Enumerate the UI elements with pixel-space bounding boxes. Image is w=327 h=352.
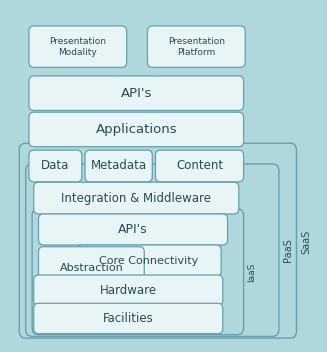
FancyBboxPatch shape xyxy=(39,247,144,290)
Text: Abstraction: Abstraction xyxy=(60,263,123,273)
Text: Content: Content xyxy=(176,159,223,172)
Text: IaaS: IaaS xyxy=(247,263,256,282)
FancyBboxPatch shape xyxy=(34,303,223,334)
Text: Core Connectivity: Core Connectivity xyxy=(99,256,199,265)
Text: Presentation
Platform: Presentation Platform xyxy=(168,37,225,57)
FancyBboxPatch shape xyxy=(29,76,244,111)
Text: PaaS: PaaS xyxy=(284,238,293,262)
Text: Facilities: Facilities xyxy=(103,312,154,325)
FancyBboxPatch shape xyxy=(29,26,127,67)
Text: Applications: Applications xyxy=(95,123,177,136)
FancyBboxPatch shape xyxy=(77,245,221,276)
FancyBboxPatch shape xyxy=(34,182,239,214)
FancyBboxPatch shape xyxy=(156,150,244,182)
FancyBboxPatch shape xyxy=(19,143,297,338)
Text: Data: Data xyxy=(41,159,70,172)
FancyBboxPatch shape xyxy=(29,112,244,147)
Text: Hardware: Hardware xyxy=(100,284,157,297)
FancyBboxPatch shape xyxy=(39,214,228,245)
Text: Integration & Middleware: Integration & Middleware xyxy=(61,191,211,205)
FancyBboxPatch shape xyxy=(34,275,223,305)
Text: SaaS: SaaS xyxy=(301,230,311,254)
FancyBboxPatch shape xyxy=(32,209,244,335)
FancyBboxPatch shape xyxy=(85,150,152,182)
FancyBboxPatch shape xyxy=(147,26,245,67)
Text: Presentation
Modality: Presentation Modality xyxy=(49,37,106,57)
Text: API's: API's xyxy=(121,87,152,100)
Text: API's: API's xyxy=(118,223,148,236)
FancyBboxPatch shape xyxy=(26,164,279,337)
Text: Metadata: Metadata xyxy=(91,159,147,172)
FancyBboxPatch shape xyxy=(29,150,82,182)
